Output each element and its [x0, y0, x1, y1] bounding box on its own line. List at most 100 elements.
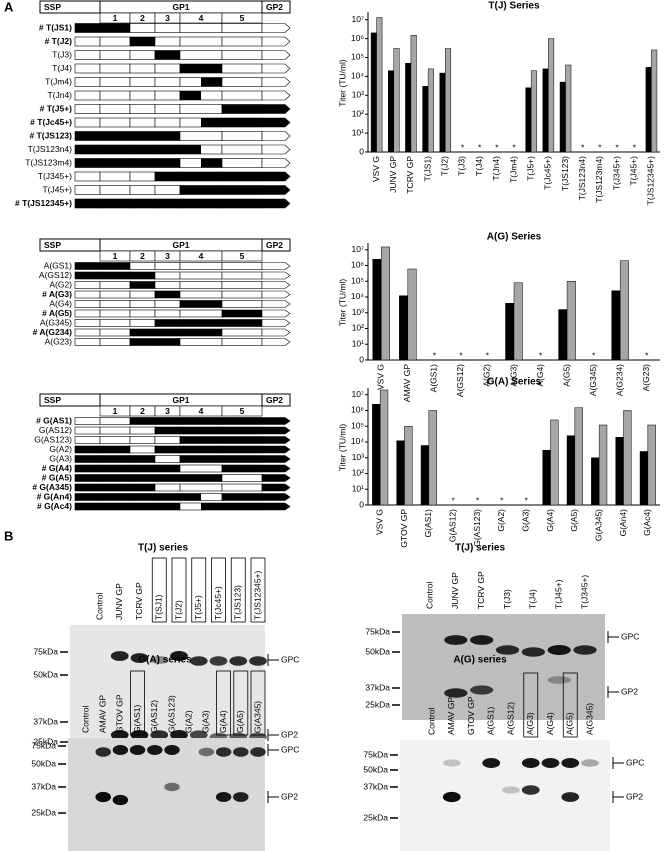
- segment: [179, 426, 223, 435]
- segment: [99, 474, 131, 482]
- bar: [542, 68, 549, 153]
- no-data-marker: *: [539, 350, 543, 360]
- segment: [129, 493, 156, 501]
- segment: [154, 455, 181, 463]
- segment: [129, 319, 156, 327]
- lane-label: TCRV GP: [476, 571, 486, 609]
- segment: [154, 185, 181, 195]
- segment: [261, 436, 291, 444]
- band: [209, 656, 228, 666]
- domain-label: 1: [113, 406, 118, 416]
- bar: [513, 282, 523, 361]
- segment: [261, 158, 291, 168]
- x-tick-label: AMAV GP: [402, 364, 412, 402]
- no-data-marker: *: [433, 350, 437, 360]
- construct-label: T(J4): [52, 63, 72, 73]
- segment: [74, 290, 101, 299]
- construct-label: A(G23): [45, 336, 73, 346]
- no-data-marker: *: [581, 142, 585, 152]
- segment: [179, 483, 223, 492]
- bar: [611, 290, 621, 361]
- segment: [154, 117, 181, 128]
- band-label: GP2: [621, 686, 638, 696]
- lane-label: A(G4): [545, 712, 555, 735]
- segment: [74, 300, 101, 308]
- no-data-marker: *: [459, 350, 463, 360]
- segment: [221, 464, 263, 473]
- band-label: GP2: [626, 791, 643, 801]
- segment: [154, 171, 181, 182]
- band: [150, 656, 169, 664]
- x-tick-label: TCRV GP: [405, 156, 415, 194]
- header-label: SSP: [44, 2, 61, 12]
- segment: [221, 426, 263, 435]
- construct-label: # G(Ac4): [37, 501, 72, 511]
- lane-label: G(A5): [235, 710, 245, 733]
- segment: [261, 185, 291, 195]
- chart-title: G(A) Series: [487, 377, 542, 388]
- band: [112, 745, 129, 755]
- segment: [74, 328, 101, 337]
- y-tick-label: 10⁵: [351, 52, 364, 62]
- no-data-marker: *: [478, 142, 482, 152]
- header-box: [261, 0, 291, 14]
- lane-label: JUNV GP: [450, 572, 460, 609]
- band-label: GPC: [621, 631, 639, 641]
- segment: [261, 36, 291, 47]
- segment: [221, 445, 263, 454]
- x-tick-label: A(GS1): [429, 364, 439, 393]
- lane-label: G(A345): [252, 701, 262, 733]
- bar: [399, 295, 409, 361]
- x-tick-label: T(J345+): [611, 156, 621, 190]
- marker-label: 75kDa: [33, 646, 58, 656]
- domain-box: [221, 12, 263, 24]
- segment: [179, 328, 223, 337]
- segment: [221, 417, 263, 425]
- bar: [410, 35, 417, 153]
- segment: [261, 309, 291, 318]
- lane-label: T(J2): [173, 600, 183, 620]
- segment: [154, 63, 181, 74]
- bar: [439, 72, 446, 153]
- segment: [99, 23, 131, 33]
- x-tick-label: T(J45+): [628, 156, 638, 186]
- band: [215, 747, 232, 757]
- segment: [261, 77, 291, 87]
- segment-part: [180, 145, 201, 154]
- segment: [154, 50, 181, 60]
- y-tick-label: 10³: [352, 307, 364, 317]
- segment: [261, 445, 291, 454]
- segment: [129, 131, 156, 141]
- segment: [129, 338, 156, 346]
- construct-label: # A(G3): [42, 289, 72, 299]
- x-tick-label: T(JS123m4): [594, 156, 604, 203]
- segment: [261, 493, 291, 501]
- band: [442, 791, 461, 803]
- segment: [221, 36, 263, 47]
- band-label: GP2: [281, 729, 298, 739]
- domain-box: [221, 250, 263, 262]
- band-label: GPC: [626, 757, 644, 767]
- lane-label: T(Jc45+): [213, 586, 223, 620]
- segment: [179, 131, 223, 141]
- y-tick-label: 10⁷: [351, 244, 364, 254]
- segment: [74, 185, 101, 195]
- segment: [99, 319, 131, 327]
- bar: [370, 32, 377, 153]
- lane-label: G(AS12): [149, 700, 159, 733]
- marker-label: 50kDa: [363, 764, 388, 774]
- bar: [422, 86, 429, 153]
- band: [164, 782, 180, 792]
- lane-label: T(J345+): [579, 575, 589, 609]
- segment: [99, 300, 131, 308]
- segment: [154, 131, 181, 141]
- segment: [129, 185, 156, 195]
- segment: [99, 436, 131, 444]
- segment: [179, 281, 223, 289]
- segment: [74, 502, 101, 511]
- bar: [376, 17, 383, 153]
- bar: [381, 246, 391, 361]
- band: [150, 730, 169, 740]
- segment: [179, 417, 223, 425]
- segment: [154, 36, 181, 47]
